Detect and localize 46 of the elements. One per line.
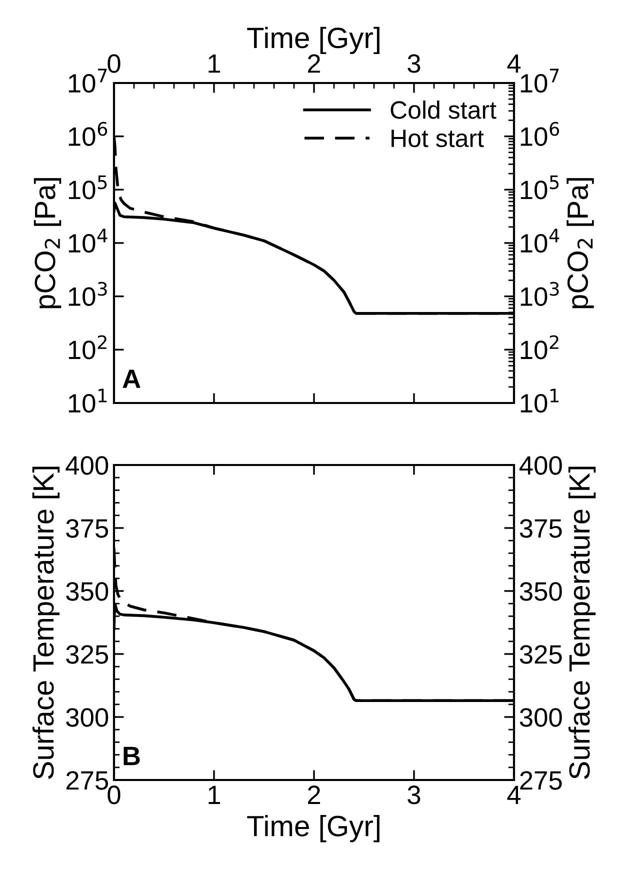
x2-tick-label: 3 bbox=[408, 54, 420, 73]
x2-tick-label: 2 bbox=[308, 54, 320, 73]
x-tick-label: 1 bbox=[208, 786, 220, 804]
text: 10$^{1}$ bbox=[520, 388, 559, 413]
text: 10$^{3}$ bbox=[520, 282, 559, 306]
y-tick-label: 10$^{6}$ bbox=[68, 122, 108, 146]
annotation: B bbox=[124, 746, 140, 766]
y-tick-label: 10$^{3}$ bbox=[68, 282, 107, 306]
y-tick-label: 400 bbox=[66, 456, 108, 475]
y2-tick-label: 325 bbox=[520, 645, 562, 664]
x2-axis-title: Time [Gyr] bbox=[247, 26, 380, 54]
legend-label: Cold start bbox=[390, 100, 496, 119]
y-tick-label: 10$^{2}$ bbox=[68, 335, 106, 360]
x-tick-label: 2 bbox=[308, 786, 320, 804]
x-axis-title: Time [Gyr] bbox=[247, 815, 380, 842]
y2-tick-label: 275 bbox=[520, 771, 562, 790]
text: 10$^{7}$ bbox=[520, 68, 559, 93]
y-tick-label: 10$^{5}$ bbox=[68, 175, 107, 200]
y-axis-title: pCO$_{2}$ [Pa] bbox=[34, 178, 62, 308]
y-tick-label: 10$^{7}$ bbox=[68, 68, 107, 93]
y-tick-label: 10$^{4}$ bbox=[68, 228, 108, 253]
y-tick-label: 300 bbox=[66, 708, 108, 727]
y-tick-label: 10$^{1}$ bbox=[68, 388, 107, 413]
text: 10$^{6}$ bbox=[520, 122, 560, 146]
x2-tick-label: 0 bbox=[108, 54, 120, 73]
text: 10$^{4}$ bbox=[520, 228, 560, 253]
y-tick-label: 375 bbox=[66, 519, 108, 538]
x2-tick-label: 4 bbox=[507, 54, 521, 73]
y-tick-label: 275 bbox=[66, 771, 108, 790]
x-tick-label: 4 bbox=[507, 786, 521, 804]
annotation: A bbox=[122, 370, 140, 388]
y2-axis-title: pCO$_{2}$ [Pa] bbox=[566, 178, 594, 308]
text: 10$^{2}$ bbox=[520, 335, 558, 360]
y2-axis-title: Surface Temperature [K] bbox=[568, 466, 596, 779]
y2-tick-label: 375 bbox=[520, 519, 562, 538]
y-axis-title: Surface Temperature [K] bbox=[32, 466, 60, 779]
x2-tick-label: 1 bbox=[208, 54, 220, 73]
y2-tick-label: 400 bbox=[519, 456, 562, 475]
y-tick-label: 350 bbox=[66, 582, 108, 601]
x-tick-label: 0 bbox=[108, 786, 120, 804]
x-tick-label: 3 bbox=[408, 786, 420, 804]
legend-label: Hot start bbox=[392, 130, 484, 148]
y2-tick-label: 350 bbox=[520, 582, 562, 601]
text: 10$^{5}$ bbox=[520, 175, 559, 200]
y2-tick-label: 300 bbox=[520, 708, 562, 727]
y-tick-label: 325 bbox=[66, 645, 108, 664]
